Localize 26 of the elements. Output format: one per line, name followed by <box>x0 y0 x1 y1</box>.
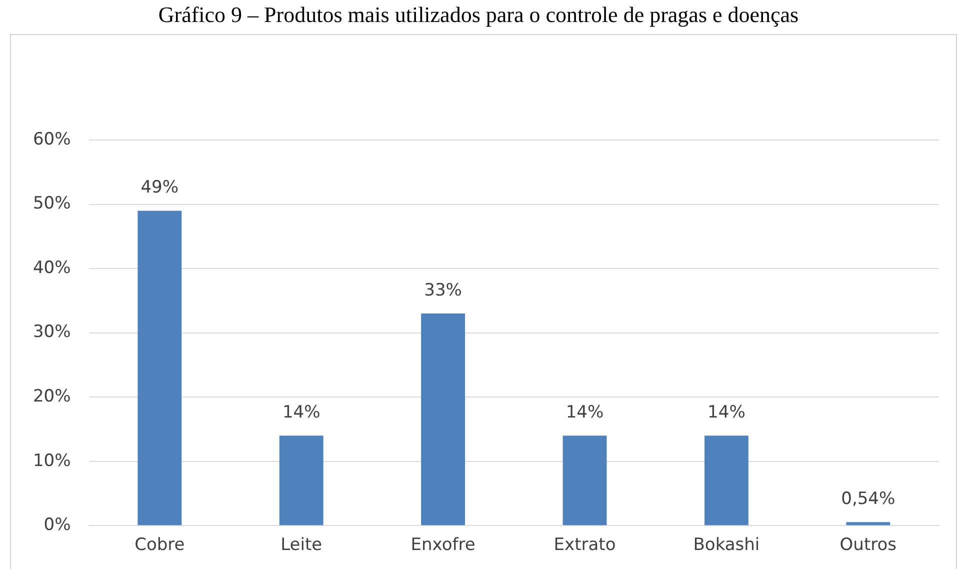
y-tick-label: 10% <box>32 450 71 471</box>
bar <box>562 436 607 526</box>
y-tick-label: 30% <box>32 322 71 342</box>
bar <box>846 522 890 526</box>
x-tick-label: Extrato <box>554 535 616 556</box>
data-label: 14% <box>282 402 320 423</box>
x-tick-label: Leite <box>280 535 322 556</box>
bar <box>704 436 748 526</box>
y-tick-label: 50% <box>32 194 71 214</box>
data-label: 14% <box>566 402 604 423</box>
chart-title: Gráfico 9 – Produtos mais utilizados para o controle de pragas e doenças <box>157 2 800 28</box>
x-tick-label: Bokashi <box>693 535 760 556</box>
y-tick-label: 0% <box>44 515 71 536</box>
y-tick-label: 40% <box>32 258 71 278</box>
x-tick-label: Enxofre <box>410 535 476 556</box>
data-label: 49% <box>140 178 179 198</box>
data-label: 0,54% <box>841 489 896 510</box>
x-tick-label: Outros <box>840 535 897 556</box>
data-label: 33% <box>424 280 462 300</box>
bar <box>421 314 466 526</box>
y-tick-label: 60% <box>32 129 71 150</box>
x-tick-label: Cobre <box>134 535 185 556</box>
data-label: 14% <box>708 402 746 423</box>
y-tick-label: 20% <box>32 386 71 406</box>
bar <box>138 210 182 526</box>
bar <box>279 436 324 526</box>
